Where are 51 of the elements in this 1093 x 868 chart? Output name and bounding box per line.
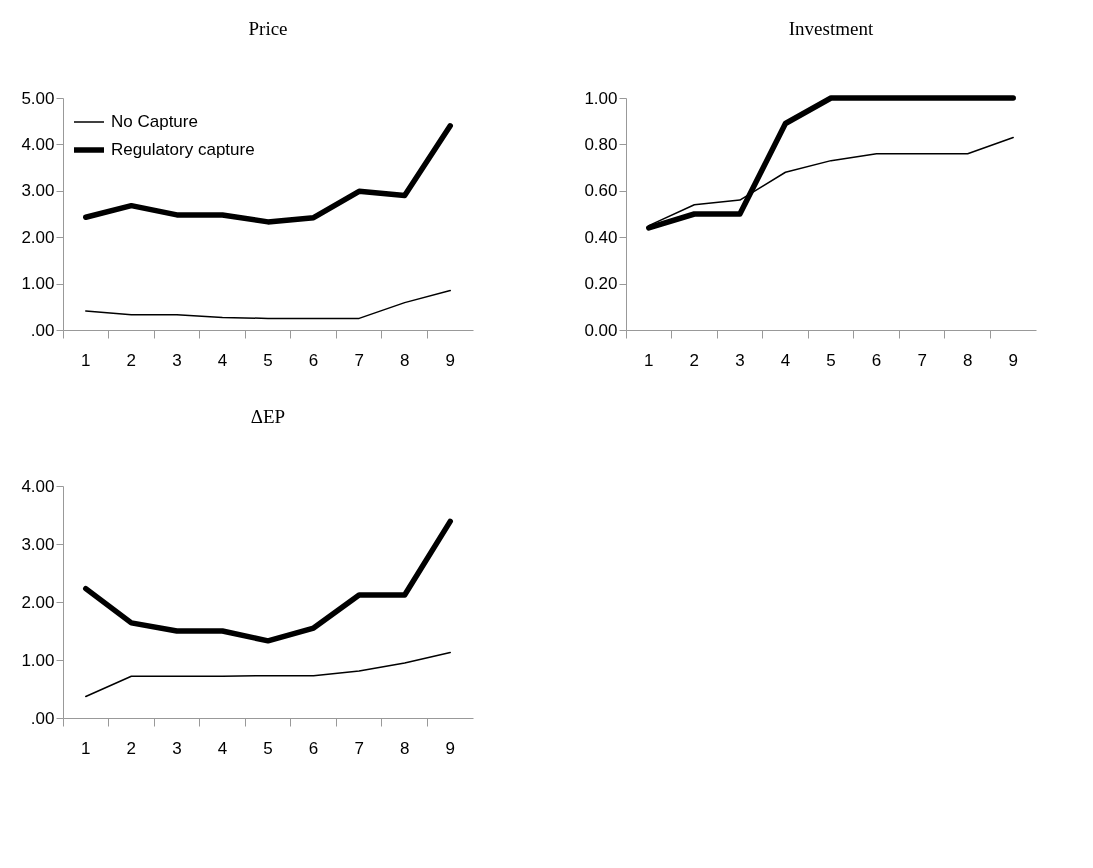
y-tick-label: 0.00 — [584, 320, 618, 340]
x-tick-label: 6 — [308, 350, 319, 370]
x-tick-label: 3 — [735, 350, 745, 370]
x-tick-label: 3 — [172, 350, 182, 370]
x-tick-label: 8 — [399, 738, 410, 758]
x-tick-label: 6 — [871, 350, 882, 370]
y-tick-label: 2.00 — [21, 592, 55, 612]
chart-title: Price — [248, 18, 288, 39]
y-tick-label: .00 — [30, 708, 55, 728]
y-tick-label: 3.00 — [21, 534, 55, 554]
chart-title: Investment — [788, 18, 874, 39]
x-tick-label: 5 — [826, 350, 836, 370]
x-tick-label: 9 — [445, 350, 455, 370]
x-tick-label: 4 — [217, 350, 228, 370]
x-tick-label: 1 — [644, 350, 654, 370]
x-tick-label: 6 — [308, 738, 319, 758]
x-tick-label: 3 — [172, 738, 182, 758]
y-tick-label: 4.00 — [21, 476, 55, 496]
x-tick-label: 2 — [126, 738, 137, 758]
x-tick-label: 5 — [263, 738, 273, 758]
y-tick-label: 5.00 — [21, 88, 55, 108]
y-tick-label: .00 — [30, 320, 55, 340]
y-tick-label: 1.00 — [21, 650, 55, 670]
x-tick-label: 4 — [780, 350, 791, 370]
line-series — [85, 289, 451, 320]
x-tick-label: 2 — [126, 350, 137, 370]
y-tick-label: 0.60 — [584, 181, 618, 201]
x-tick-label: 7 — [917, 350, 927, 370]
x-tick-label: 7 — [354, 350, 364, 370]
x-tick-label: 5 — [263, 350, 273, 370]
x-tick-label: 9 — [445, 738, 455, 758]
x-tick-label: 1 — [81, 738, 91, 758]
x-tick-label: 8 — [962, 350, 973, 370]
y-tick-label: 1.00 — [584, 88, 618, 108]
x-tick-label: 1 — [81, 350, 91, 370]
y-tick-label: 0.40 — [584, 227, 618, 247]
y-tick-label: 0.20 — [584, 274, 618, 294]
y-tick-label: 3.00 — [21, 181, 55, 201]
x-tick-label: 9 — [1008, 350, 1018, 370]
x-tick-label: 7 — [354, 738, 364, 758]
x-tick-label: 2 — [689, 350, 700, 370]
line-series — [85, 651, 451, 698]
y-tick-label: 2.00 — [21, 227, 55, 247]
chart-title: ΔEP — [250, 406, 286, 427]
y-tick-label: 0.80 — [584, 134, 618, 154]
x-tick-label: 4 — [217, 738, 228, 758]
legend-label: No Capture — [111, 112, 198, 131]
x-tick-label: 8 — [399, 350, 410, 370]
y-tick-label: 4.00 — [21, 134, 55, 154]
legend-label: Regulatory capture — [111, 140, 255, 159]
y-tick-label: 1.00 — [21, 274, 55, 294]
